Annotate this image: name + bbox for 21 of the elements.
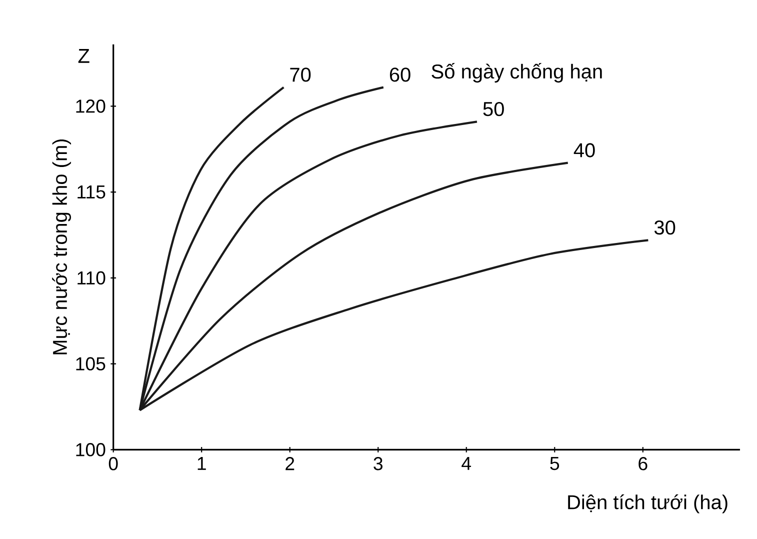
series-label: 50 <box>483 102 504 116</box>
y-tick-label: 115 <box>78 186 106 199</box>
series-label: 40 <box>574 143 595 158</box>
series-label: 70 <box>290 68 311 82</box>
y-tick-label: 105 <box>76 357 106 370</box>
x-tick-label: 0 <box>108 457 118 470</box>
x-tick-label: 1 <box>198 457 206 470</box>
text: Z <box>78 49 90 63</box>
y-tick-label: 100 <box>76 443 106 456</box>
series-label: 60 <box>390 68 410 82</box>
x-tick-label: 3 <box>374 457 382 470</box>
y-tick-label: 120 <box>76 100 106 113</box>
x-tick-label: 4 <box>462 457 472 470</box>
x-tick-label: 5 <box>550 457 560 470</box>
x-axis-title: Diện tích tưới (ha) <box>568 494 728 514</box>
legend-title: Số ngày chống hạn <box>432 63 602 83</box>
x-tick-label: 6 <box>638 457 648 470</box>
series-label: 30 <box>654 220 676 235</box>
y-axis-title: Mực nước trong kho (m) <box>52 139 71 354</box>
y-tick-label: 110 <box>78 271 106 285</box>
x-tick-label: 2 <box>286 457 294 470</box>
